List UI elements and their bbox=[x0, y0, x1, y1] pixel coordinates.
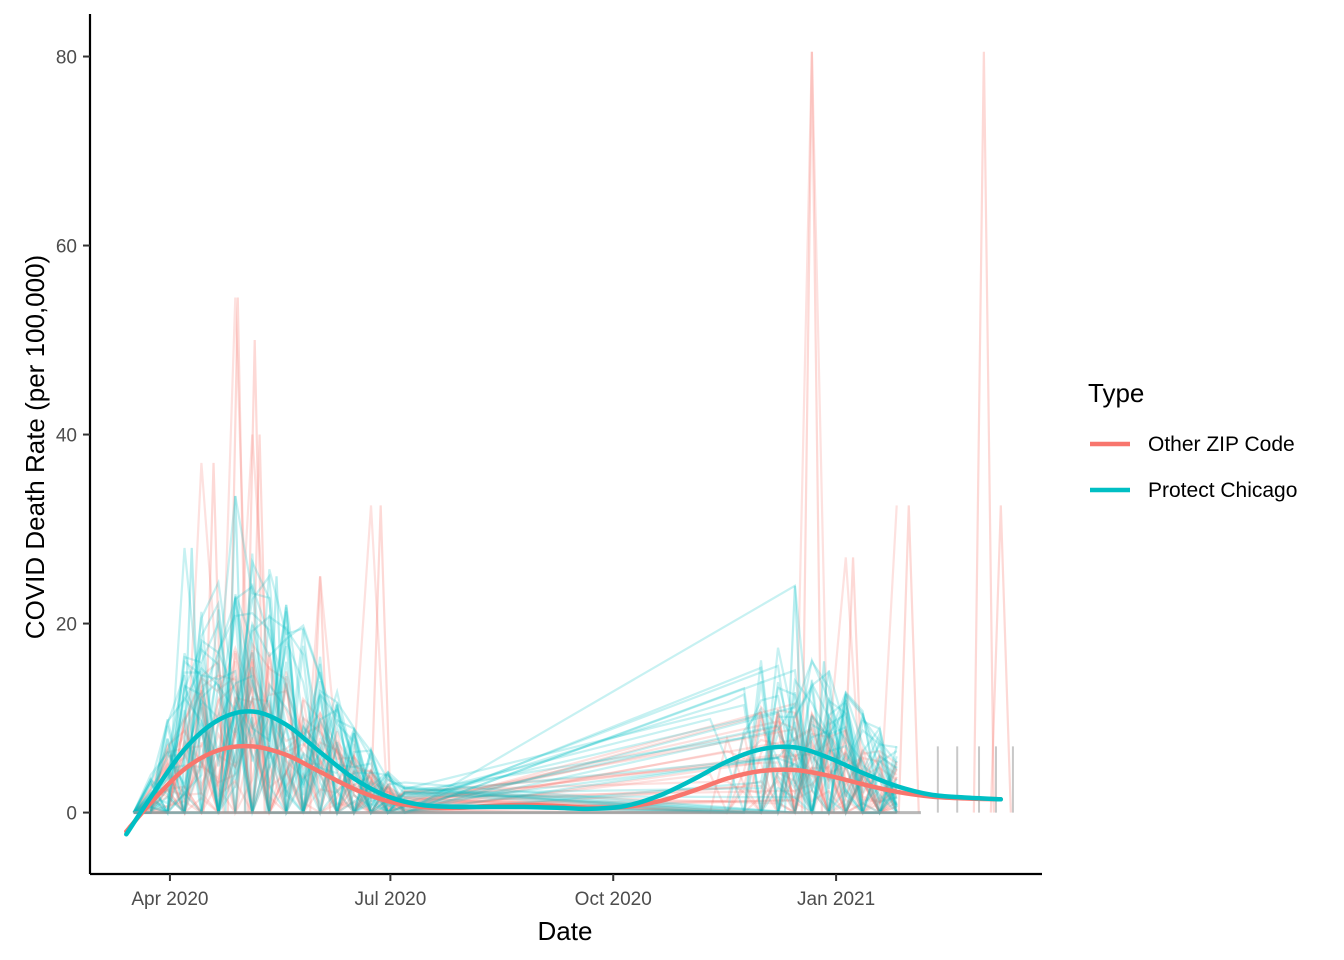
zip-raw-line bbox=[133, 716, 898, 817]
zip-peak-spike bbox=[309, 576, 332, 813]
zip-raw-line bbox=[133, 636, 898, 816]
zip-peak-spike bbox=[989, 505, 1012, 813]
zip-raw-line bbox=[133, 652, 897, 814]
x-tick-label: Jul 2020 bbox=[354, 889, 426, 910]
y-tick-label: 20 bbox=[56, 615, 77, 636]
legend-label: Other ZIP Code bbox=[1148, 433, 1295, 456]
y-tick-label: 40 bbox=[56, 426, 77, 447]
axes: 0 20 40 60 80 Apr 2020 Jul 2020 Oct 2020 Jan 202… bbox=[56, 14, 1042, 910]
zip-raw-line bbox=[133, 547, 898, 815]
zip-raw-line bbox=[132, 495, 898, 814]
zip-raw-line bbox=[132, 695, 898, 816]
y-tick-label: 60 bbox=[56, 237, 77, 258]
zip-raw-line bbox=[132, 557, 898, 817]
zip-raw-line bbox=[133, 597, 898, 817]
zip-raw-line bbox=[133, 654, 898, 816]
zip-raw-line bbox=[133, 707, 898, 817]
y-tick-label: 0 bbox=[66, 804, 77, 825]
zip-peak-spike bbox=[243, 340, 266, 813]
x-tick-label: Apr 2020 bbox=[131, 889, 208, 910]
zip-raw-line bbox=[133, 675, 898, 815]
zip-raw-line bbox=[133, 434, 898, 815]
y-tick-label: 80 bbox=[56, 48, 77, 69]
zip-peak-spike bbox=[248, 434, 271, 813]
x-axis-title: Date bbox=[538, 916, 593, 946]
zip-peak-spike bbox=[224, 495, 247, 813]
zip-raw-line bbox=[133, 661, 898, 814]
zip-raw-line bbox=[132, 665, 898, 817]
x-tick-label: Oct 2020 bbox=[575, 889, 652, 910]
zip-raw-line bbox=[132, 609, 898, 817]
zip-raw-line bbox=[132, 628, 897, 814]
zip-raw-line bbox=[132, 650, 898, 817]
zip-peak-spike bbox=[226, 297, 249, 813]
legend-label: Protect Chicago bbox=[1148, 479, 1297, 502]
zip-raw-line bbox=[132, 593, 898, 815]
x-tick-label: Jan 2021 bbox=[797, 889, 875, 910]
legend-title: Type bbox=[1088, 378, 1144, 408]
zip-peak-spike bbox=[369, 505, 392, 813]
zip-peak-spike bbox=[180, 547, 203, 813]
legend: Type Other ZIP Code Protect Chicago bbox=[1088, 378, 1297, 502]
zip-raw-line bbox=[132, 583, 898, 817]
zip-peak-spike bbox=[812, 661, 836, 813]
zip-peak-spike bbox=[972, 51, 995, 813]
smooth-line-protect-chicago bbox=[124, 709, 1004, 837]
zip-peak-spike bbox=[265, 576, 288, 813]
zip-raw-line bbox=[133, 647, 898, 816]
zip-peak-spike bbox=[783, 585, 807, 813]
zip-peak-spike bbox=[841, 557, 865, 813]
zip-peak-spike bbox=[202, 462, 225, 813]
zip-peak-spike bbox=[897, 505, 920, 813]
zip-raw-line bbox=[132, 696, 898, 815]
zip-raw-line bbox=[132, 724, 898, 816]
zip-raw-line bbox=[133, 641, 898, 816]
zip-peak-spike bbox=[800, 51, 823, 813]
zip-raw-line bbox=[133, 650, 897, 815]
raw-data-lines bbox=[132, 51, 1014, 817]
zip-raw-line bbox=[133, 620, 898, 817]
zip-raw-line bbox=[132, 505, 898, 816]
zip-raw-line bbox=[133, 658, 897, 817]
zip-raw-line bbox=[132, 626, 898, 814]
zip-raw-line bbox=[133, 658, 897, 817]
y-axis-title: COVID Death Rate (per 100,000) bbox=[20, 255, 50, 639]
zip-raw-line bbox=[132, 659, 898, 817]
smooth-trend-lines bbox=[124, 709, 1004, 837]
zip-raw-line bbox=[132, 576, 897, 816]
zip-raw-line bbox=[132, 607, 897, 815]
